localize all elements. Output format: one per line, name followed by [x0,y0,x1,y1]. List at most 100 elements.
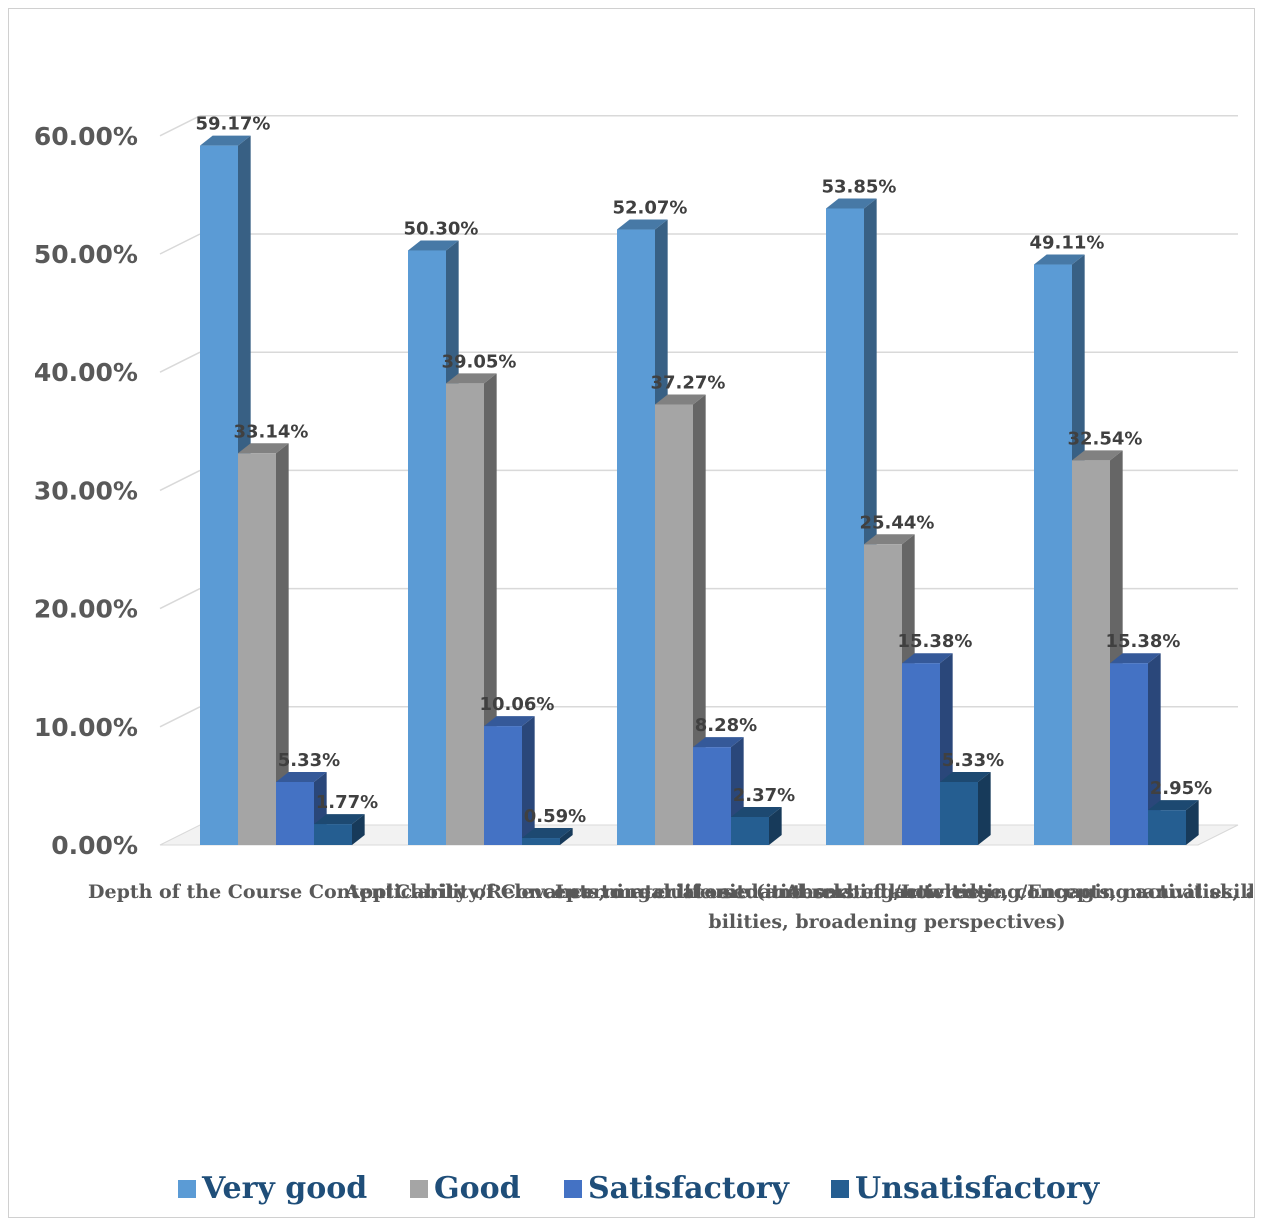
bar-top [731,807,782,817]
bar-side [1186,800,1199,845]
bar [1072,450,1123,845]
gridline-depth [160,234,200,254]
bar-front [864,544,902,845]
bar-top [446,373,497,383]
data-label: 53.85% [822,176,897,197]
bar [446,373,497,845]
data-label: 15.38% [898,631,973,652]
bar [522,828,573,845]
legend-label: Very good [201,1171,367,1206]
y-tick-label: 40.00% [34,358,138,387]
bar-top [940,772,991,782]
bar-front [1034,265,1072,845]
bar [940,772,991,845]
y-tick-label: 60.00% [34,122,138,151]
legend-swatch [831,1180,849,1198]
x-category-label: Clarity of Concepts, material used and r… [395,881,991,903]
bar-front [238,453,276,845]
y-tick-label: 0.00% [51,831,138,860]
bar-front [276,782,314,845]
chart-frame [8,8,1255,1218]
data-label: 39.05% [442,351,517,372]
gridline-depth [160,116,200,136]
bar-front [200,146,238,845]
bar-front [731,817,769,845]
bar-top [693,737,744,747]
y-tick-label: 20.00% [34,595,138,624]
data-label: 5.33% [278,750,340,771]
legend-label: Satisfactory [588,1171,791,1206]
bar-side [352,814,365,845]
bar-top [1148,800,1199,810]
bar-top [655,394,706,404]
bar-top [314,814,365,824]
legend-swatch [564,1180,582,1198]
data-label: 32.54% [1068,428,1143,449]
data-label: 8.28% [695,715,757,736]
y-tick-label: 10.00% [34,713,138,742]
bar-front [902,663,940,845]
data-label: 5.33% [942,750,1004,771]
bar-front [1072,460,1110,845]
data-label: 25.44% [860,512,935,533]
bar-front [1110,663,1148,845]
bar-top [408,240,459,250]
legend-label: Good [434,1171,521,1206]
bar [484,716,535,845]
data-label: 59.17% [196,114,271,135]
bar-front [693,747,731,845]
bar [1148,800,1199,845]
data-label: 15.38% [1106,631,1181,652]
y-tick-label: 50.00% [34,240,138,269]
data-label: 0.59% [524,806,586,827]
bar-side [978,772,991,845]
bar-front [446,383,484,845]
gridline-depth [160,589,200,609]
bar-front [940,782,978,845]
data-label: 37.27% [651,372,726,393]
bar-top [1072,450,1123,460]
gridline-depth [160,470,200,490]
x-category-label: Learning outcome (in terms of knowledge,… [555,881,1265,903]
x-category-label: Depth of the Course Content [88,881,394,903]
bar-front [655,404,693,845]
bar-top [826,198,877,208]
x-category-label: Absorbing/Interesting/Engaging activitie… [784,881,1265,903]
data-label: 52.07% [613,198,688,219]
bar-front [484,726,522,845]
data-label: 50.30% [404,218,479,239]
data-label: 2.95% [1150,778,1212,799]
bar-side [522,716,535,845]
legend-swatch [410,1180,428,1198]
legend-label: Unsatisfactory [855,1171,1101,1206]
bar-top [1110,653,1161,663]
bar-top [276,772,327,782]
data-label: 1.77% [316,792,378,813]
legend-swatch [178,1180,196,1198]
bar-top [484,716,535,726]
data-label: 49.11% [1030,233,1105,254]
bar-top [238,443,289,453]
bar-top [200,136,251,146]
bar [655,394,706,845]
bar-side [769,807,782,845]
bar-top [617,220,668,230]
bar-front [826,208,864,845]
data-label: 2.37% [733,785,795,806]
bar [1110,653,1161,845]
x-category-label: Applicability/Relevance to real life sit… [344,881,825,903]
bar-front [1148,810,1186,845]
bar-front [408,250,446,845]
bar-top [522,828,573,838]
bar [731,807,782,845]
bar-front [522,838,560,845]
y-tick-label: 30.00% [34,476,138,505]
bar-front [314,824,352,845]
bar-top [864,534,915,544]
bar [314,814,365,845]
gridline-depth [160,352,200,372]
bar-top [1034,255,1085,265]
x-category-label-wrap: bilities, broadening perspectives) [708,911,1065,933]
data-label: 10.06% [480,694,555,715]
